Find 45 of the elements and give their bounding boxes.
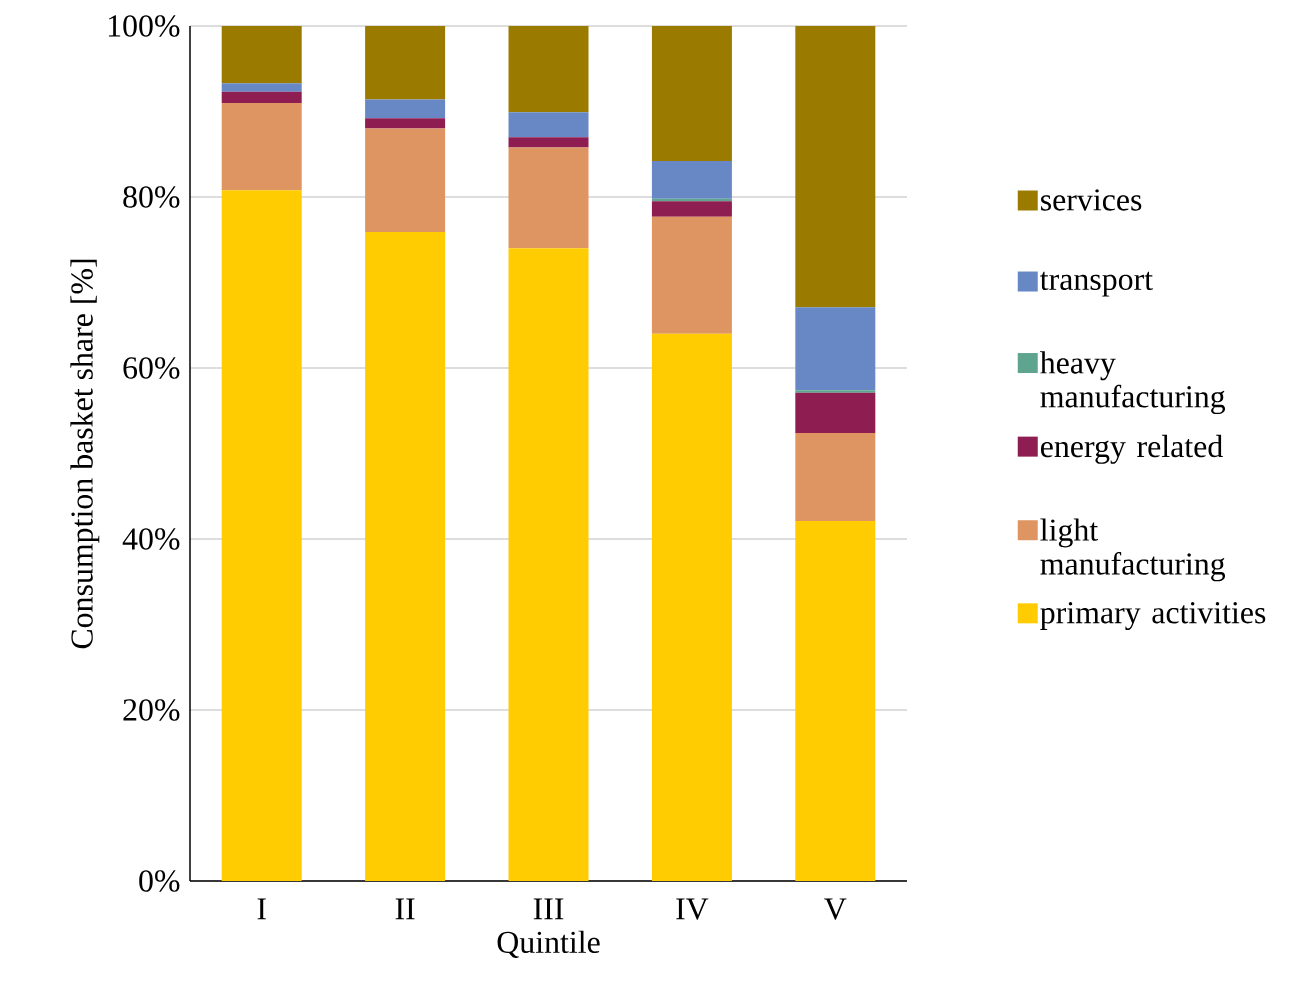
y-tick-label: 20% — [123, 699, 180, 721]
bar — [365, 118, 446, 129]
bar — [795, 432, 876, 522]
bar — [221, 83, 302, 92]
bar — [365, 25, 446, 100]
bar — [651, 161, 732, 199]
bar — [508, 112, 589, 138]
legend-label: services — [1041, 189, 1142, 211]
bar — [508, 147, 589, 249]
bar — [651, 333, 732, 881]
y-tick-label: 0% — [139, 870, 180, 892]
bar — [795, 521, 876, 881]
x-tick-label: I — [257, 898, 266, 920]
bar — [795, 307, 876, 391]
legend-label: primary activities — [1040, 602, 1266, 631]
legend-label: heavy manufacturing — [1040, 351, 1226, 415]
bar — [651, 216, 732, 334]
bar — [221, 102, 302, 191]
bar — [795, 25, 876, 308]
x-axis-title: Quintile — [497, 930, 600, 958]
bar — [508, 25, 589, 113]
y-tick-label: 40% — [122, 528, 180, 550]
y-tick-label: 60% — [123, 357, 180, 379]
bar — [795, 392, 876, 433]
bar — [651, 25, 732, 162]
bar — [365, 232, 446, 881]
bar — [221, 25, 302, 84]
bar — [508, 248, 589, 881]
x-tick-label: III — [533, 898, 564, 920]
bar — [221, 190, 302, 881]
y-axis-title: Consumption basket share [%] — [70, 259, 100, 649]
y-tick-label: 100% — [108, 15, 180, 37]
bar — [221, 91, 302, 103]
y-tick-label: 80% — [123, 186, 180, 208]
legend-label: light manufacturing — [1040, 518, 1226, 582]
bar — [365, 128, 446, 233]
x-tick-label: II — [395, 898, 415, 920]
x-tick-label: V — [824, 898, 847, 920]
x-tick-label: IV — [676, 898, 709, 920]
legend-label: energy related — [1040, 434, 1223, 464]
bar — [651, 201, 732, 217]
bar — [795, 390, 876, 393]
legend-label: transport — [1040, 271, 1153, 297]
bar — [365, 99, 446, 119]
bar — [508, 137, 589, 148]
